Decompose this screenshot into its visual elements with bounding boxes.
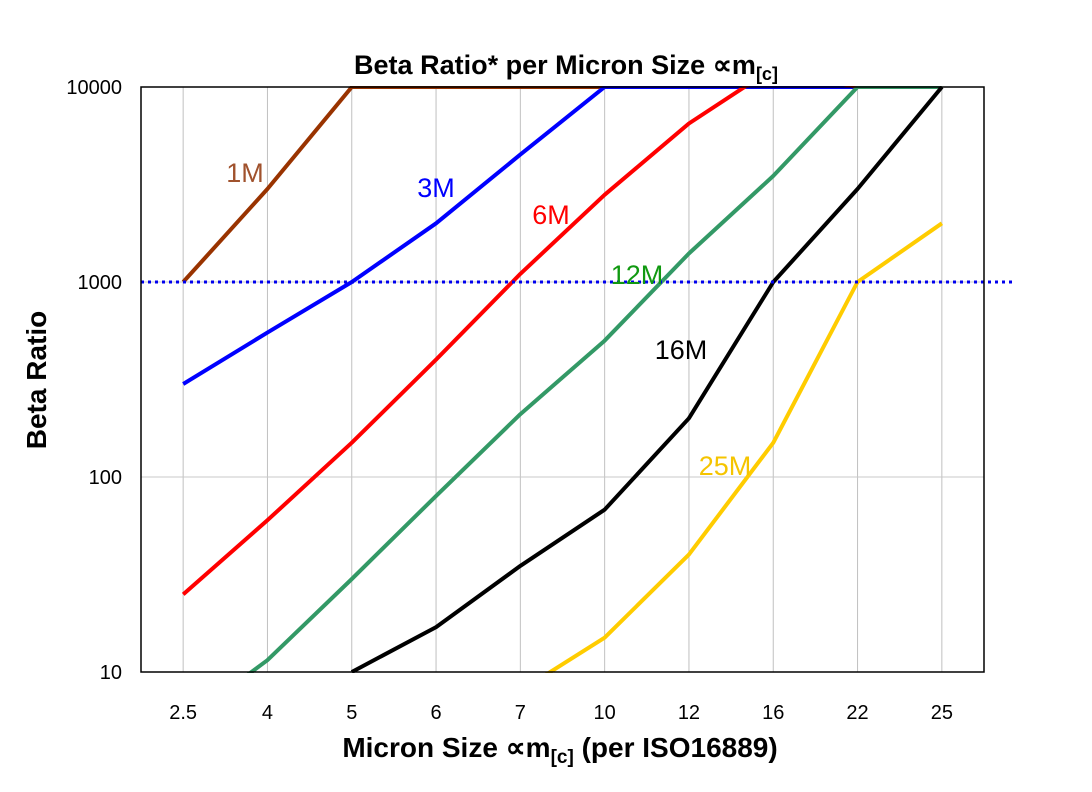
series-labels: 1M 3M 6M 12M 16M 25M	[226, 158, 751, 481]
y-tick-label: 10	[100, 662, 122, 684]
x-tick-label: 12	[678, 702, 700, 724]
series-label-3M: 3M	[417, 173, 455, 203]
x-tick-labels: 2.5 4 5 6 7 10 12 16 22 25	[169, 702, 953, 724]
series-label-6M: 6M	[532, 200, 570, 230]
series-line-16M	[350, 86, 944, 673]
x-tick-label: 4	[262, 702, 273, 724]
x-tick-label: 25	[931, 702, 953, 724]
x-axis-label: Micron Size ∝m[c] (per ISO16889)	[342, 732, 777, 768]
x-tick-label: 7	[515, 702, 526, 724]
x-tick-label: 2.5	[169, 702, 197, 724]
y-tick-label: 1000	[78, 272, 123, 294]
chart-title: Beta Ratio* per Micron Size ∝m[c]	[354, 50, 778, 84]
x-tick-label: 10	[594, 702, 616, 724]
y-tick-label: 100	[89, 467, 122, 489]
y-tick-label: 10000	[66, 77, 122, 99]
series-line-6M	[181, 86, 942, 596]
y-axis-label: Beta Ratio	[21, 311, 52, 449]
x-tick-label: 22	[846, 702, 868, 724]
x-tick-label: 6	[430, 702, 441, 724]
y-tick-labels: 10 100 1000 10000	[66, 77, 122, 684]
series-label-16M: 16M	[655, 335, 708, 365]
series-label-12M: 12M	[611, 260, 664, 290]
series-line-12M	[246, 86, 942, 673]
series-label-1M: 1M	[226, 158, 264, 188]
plot-frame	[140, 86, 985, 673]
x-tick-label: 5	[346, 702, 357, 724]
series-lines	[181, 86, 944, 673]
series-label-25M: 25M	[699, 451, 752, 481]
series-line-25M	[544, 221, 944, 673]
x-tick-label: 16	[762, 702, 784, 724]
